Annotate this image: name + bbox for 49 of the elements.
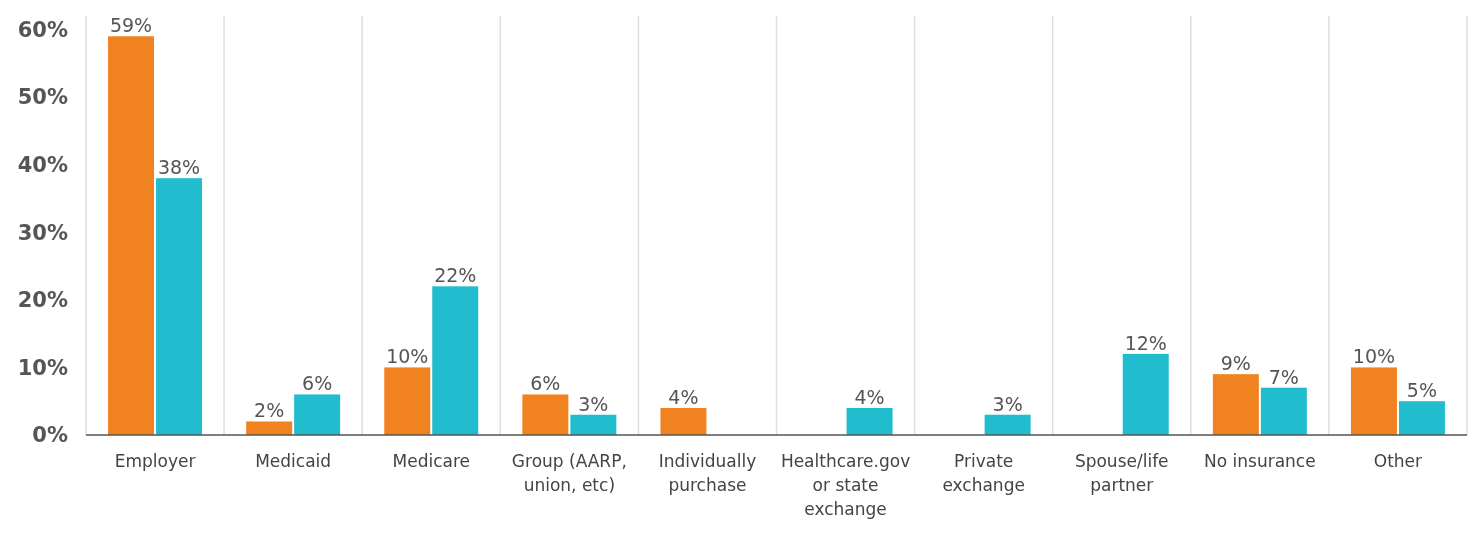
y-tick-label: 0% <box>32 423 68 448</box>
x-tick-label: Employer <box>114 451 196 471</box>
data-label: 10% <box>386 345 429 368</box>
x-tick-label: Private exchange <box>942 451 1025 495</box>
y-tick-label: 20% <box>17 288 68 313</box>
data-label: 9% <box>1220 352 1251 375</box>
bar <box>1260 387 1307 435</box>
bar <box>432 286 479 435</box>
bar <box>1398 401 1445 435</box>
data-label: 3% <box>578 392 609 415</box>
bar <box>108 36 155 435</box>
y-tick-label: 60% <box>17 17 68 42</box>
bar <box>984 414 1031 435</box>
bar <box>156 178 203 435</box>
data-label: 38% <box>157 156 201 179</box>
bar <box>294 394 341 435</box>
data-label: 4% <box>854 385 885 408</box>
bar <box>660 407 707 435</box>
x-tick-label: Healthcare.gov or state exchange <box>780 451 911 519</box>
x-tick-label: Group (AARP, union, etc) <box>511 451 627 495</box>
data-label: 6% <box>302 372 333 395</box>
bar <box>846 407 893 435</box>
data-label: 6% <box>530 372 561 395</box>
bar <box>246 421 293 435</box>
bar <box>570 414 617 435</box>
data-label: 10% <box>1352 345 1396 368</box>
data-label: 7% <box>1268 365 1299 388</box>
x-tick-label: Medicaid <box>255 451 332 471</box>
data-label: 4% <box>668 385 699 408</box>
x-tick-label: No insurance <box>1204 451 1316 471</box>
x-tick-label: Medicare <box>392 451 470 471</box>
y-tick-label: 40% <box>17 153 68 178</box>
x-tick-label: Other <box>1373 451 1423 471</box>
bar <box>384 367 431 435</box>
bar <box>1350 367 1397 435</box>
y-tick-label: 10% <box>17 355 68 380</box>
data-label: 12% <box>1124 331 1167 354</box>
data-label: 3% <box>992 392 1023 415</box>
bar <box>522 394 569 435</box>
bar <box>1212 374 1259 435</box>
x-tick-label: Individually purchase <box>658 451 757 495</box>
y-tick-label: 30% <box>17 220 68 245</box>
data-label: 59% <box>109 14 153 37</box>
x-tick-label: Spouse/life partner <box>1074 451 1169 495</box>
data-label: 2% <box>254 399 285 422</box>
bar <box>1122 353 1169 435</box>
data-label: 5% <box>1406 379 1438 402</box>
data-label: 22% <box>434 264 477 287</box>
y-tick-label: 50% <box>17 85 68 110</box>
